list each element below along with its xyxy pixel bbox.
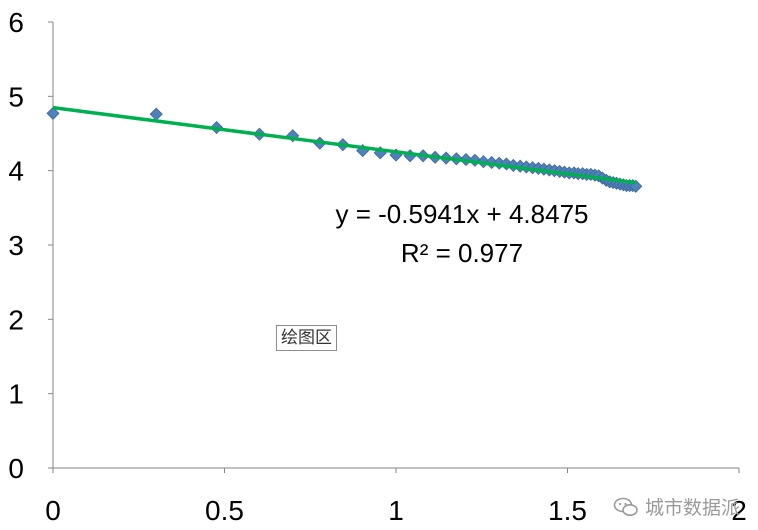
y-tick-label: 5 xyxy=(8,81,24,112)
data-point xyxy=(46,106,60,120)
watermark: 城市数据派 xyxy=(613,493,740,520)
y-tick-label: 1 xyxy=(8,379,24,410)
plot-area-tooltip: 绘图区 xyxy=(276,325,337,351)
wechat-icon xyxy=(613,497,638,516)
trendline-r-squared: R² = 0.977 xyxy=(401,238,523,268)
watermark-text: 城市数据派 xyxy=(644,497,740,519)
y-tick-label: 3 xyxy=(8,230,24,261)
y-tick-label: 0 xyxy=(8,453,24,484)
x-tick-label: 1.5 xyxy=(548,495,587,526)
y-tick-label: 6 xyxy=(8,7,24,38)
y-tick-label: 2 xyxy=(8,304,24,335)
trendline-equation: y = -0.5941x + 4.8475 xyxy=(336,199,589,229)
x-tick-label: 0 xyxy=(45,495,61,526)
trendline-group xyxy=(52,105,636,185)
data-points xyxy=(46,106,643,193)
tick-labels: 0 1 2 3 4 5 6 0 0.5 1 1.5 2 xyxy=(8,7,746,526)
y-tick-label: 4 xyxy=(8,156,24,187)
trendline xyxy=(52,105,636,185)
axes xyxy=(52,22,739,469)
x-tick-label: 0.5 xyxy=(205,495,244,526)
tick-marks xyxy=(48,21,740,473)
x-tick-label: 2 xyxy=(731,495,747,526)
x-tick-label: 1 xyxy=(388,495,404,526)
data-point xyxy=(149,107,163,121)
